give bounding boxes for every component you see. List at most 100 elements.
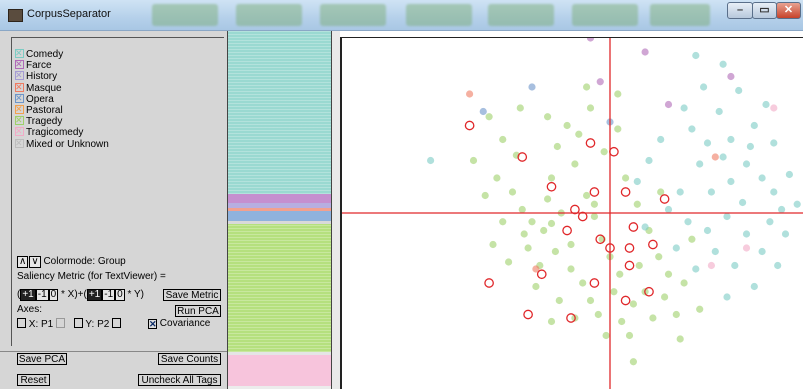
point-comedy[interactable] — [735, 86, 743, 95]
point-tragedy[interactable] — [594, 310, 602, 319]
point-comedy[interactable] — [692, 51, 700, 60]
point-tragedy[interactable] — [590, 200, 598, 208]
point-tragedy[interactable] — [469, 156, 478, 165]
legend-checkbox[interactable] — [15, 114, 24, 126]
point-comedy[interactable] — [645, 156, 653, 165]
point-comedy[interactable] — [727, 177, 735, 186]
point-comedy[interactable] — [750, 282, 758, 291]
point-tragedy[interactable] — [571, 160, 579, 168]
point-opera[interactable] — [479, 107, 487, 116]
point-tragedy[interactable] — [661, 293, 669, 301]
point-tragedy[interactable] — [616, 270, 624, 278]
point-comedy[interactable] — [742, 230, 751, 238]
point-comedy[interactable] — [711, 247, 719, 256]
scatter-canvas[interactable] — [342, 38, 803, 389]
point-comedy[interactable] — [766, 218, 774, 226]
legend-checkbox[interactable] — [15, 81, 24, 93]
point-comedy[interactable] — [427, 156, 435, 165]
point-comedy[interactable] — [793, 200, 801, 208]
point-comedy[interactable] — [680, 104, 688, 112]
point-comedy[interactable] — [723, 212, 731, 221]
x-axis-up-button[interactable] — [17, 318, 26, 328]
highlighted-point[interactable] — [484, 278, 494, 288]
point-farce[interactable] — [641, 48, 649, 56]
point-comedy[interactable] — [746, 142, 754, 151]
stripe-band-history[interactable] — [228, 202, 331, 208]
stripe-band-mixed-or-unknown[interactable] — [228, 351, 331, 356]
point-comedy[interactable] — [719, 60, 727, 68]
point-tragedy[interactable] — [655, 253, 663, 261]
point-comedy[interactable] — [633, 177, 641, 186]
highlighted-point[interactable] — [566, 313, 576, 323]
legend-item[interactable]: Mixed or Unknown — [15, 137, 109, 150]
point-comedy[interactable] — [758, 174, 766, 182]
point-comedy[interactable] — [641, 223, 649, 231]
point-tragedy[interactable] — [629, 300, 637, 308]
highlighted-point[interactable] — [570, 204, 580, 215]
point-tragedy[interactable] — [575, 130, 583, 138]
point-tragedy[interactable] — [672, 310, 680, 319]
legend-checkbox[interactable] — [15, 103, 24, 115]
point-comedy[interactable] — [785, 170, 793, 179]
point-tragicomedy[interactable] — [770, 104, 778, 112]
legend-checkbox[interactable] — [15, 47, 24, 59]
y-axis-up-button[interactable] — [73, 318, 83, 328]
highlighted-point[interactable] — [648, 239, 658, 250]
point-comedy[interactable] — [778, 205, 786, 214]
point-comedy[interactable] — [781, 230, 790, 238]
point-comedy[interactable] — [770, 139, 778, 147]
highlighted-point[interactable] — [589, 187, 600, 197]
highlighted-point[interactable] — [536, 269, 547, 280]
point-comedy[interactable] — [742, 160, 751, 168]
point-tragedy[interactable] — [499, 135, 507, 144]
legend-checkbox[interactable] — [15, 92, 24, 104]
point-comedy[interactable] — [692, 265, 700, 273]
point-tragedy[interactable] — [499, 218, 507, 226]
point-tragedy[interactable] — [532, 282, 540, 291]
highlighted-point[interactable] — [628, 222, 639, 232]
point-tragedy[interactable] — [544, 195, 552, 203]
point-tragedy[interactable] — [555, 296, 563, 305]
point-comedy[interactable] — [664, 205, 673, 214]
point-tragedy[interactable] — [524, 244, 532, 252]
point-comedy[interactable] — [731, 261, 739, 270]
point-tragedy[interactable] — [625, 331, 634, 340]
highlighted-point[interactable] — [620, 295, 631, 306]
reset-button[interactable]: Reset — [17, 374, 50, 386]
point-opera[interactable] — [528, 83, 536, 91]
point-tragedy[interactable] — [489, 240, 497, 249]
maximize-button[interactable]: ▭ — [752, 2, 777, 19]
point-comedy[interactable] — [688, 125, 696, 133]
stripe-band-tragedy[interactable] — [228, 224, 331, 352]
stripe-band-opera[interactable] — [228, 210, 331, 222]
point-farce[interactable] — [664, 100, 673, 109]
highlighted-point[interactable] — [589, 278, 600, 288]
point-tragedy[interactable] — [505, 258, 513, 266]
x-weight-zero-button[interactable]: 0 — [48, 289, 59, 301]
point-tragedy[interactable] — [583, 83, 591, 91]
point-tragedy[interactable] — [481, 191, 489, 200]
highlighted-point[interactable] — [620, 187, 631, 197]
point-tragedy[interactable] — [635, 261, 643, 270]
point-tragedy[interactable] — [563, 121, 571, 130]
point-tragedy[interactable] — [493, 174, 501, 182]
point-tragedy[interactable] — [657, 188, 665, 196]
highlighted-point[interactable] — [595, 234, 606, 245]
point-tragedy[interactable] — [633, 200, 641, 208]
point-tragedy[interactable] — [583, 191, 591, 200]
highlighted-point[interactable] — [577, 211, 588, 222]
point-tragedy[interactable] — [551, 247, 559, 256]
point-tragedy[interactable] — [680, 279, 688, 287]
point-comedy[interactable] — [700, 83, 708, 91]
uncheck-all-tags-button[interactable]: Uncheck All Tags — [138, 374, 221, 386]
point-tragedy[interactable] — [540, 226, 548, 235]
point-comedy[interactable] — [703, 226, 712, 235]
point-tragicomedy[interactable] — [707, 261, 715, 270]
point-tragicomedy[interactable] — [742, 244, 751, 252]
point-comedy[interactable] — [684, 218, 692, 226]
point-tragedy[interactable] — [547, 317, 556, 326]
stripe-band-farce[interactable] — [228, 193, 331, 203]
stripe-band-mixed-or-unknown[interactable] — [228, 385, 331, 389]
point-masque[interactable] — [532, 265, 540, 273]
stripe-band-masque[interactable] — [228, 207, 331, 211]
